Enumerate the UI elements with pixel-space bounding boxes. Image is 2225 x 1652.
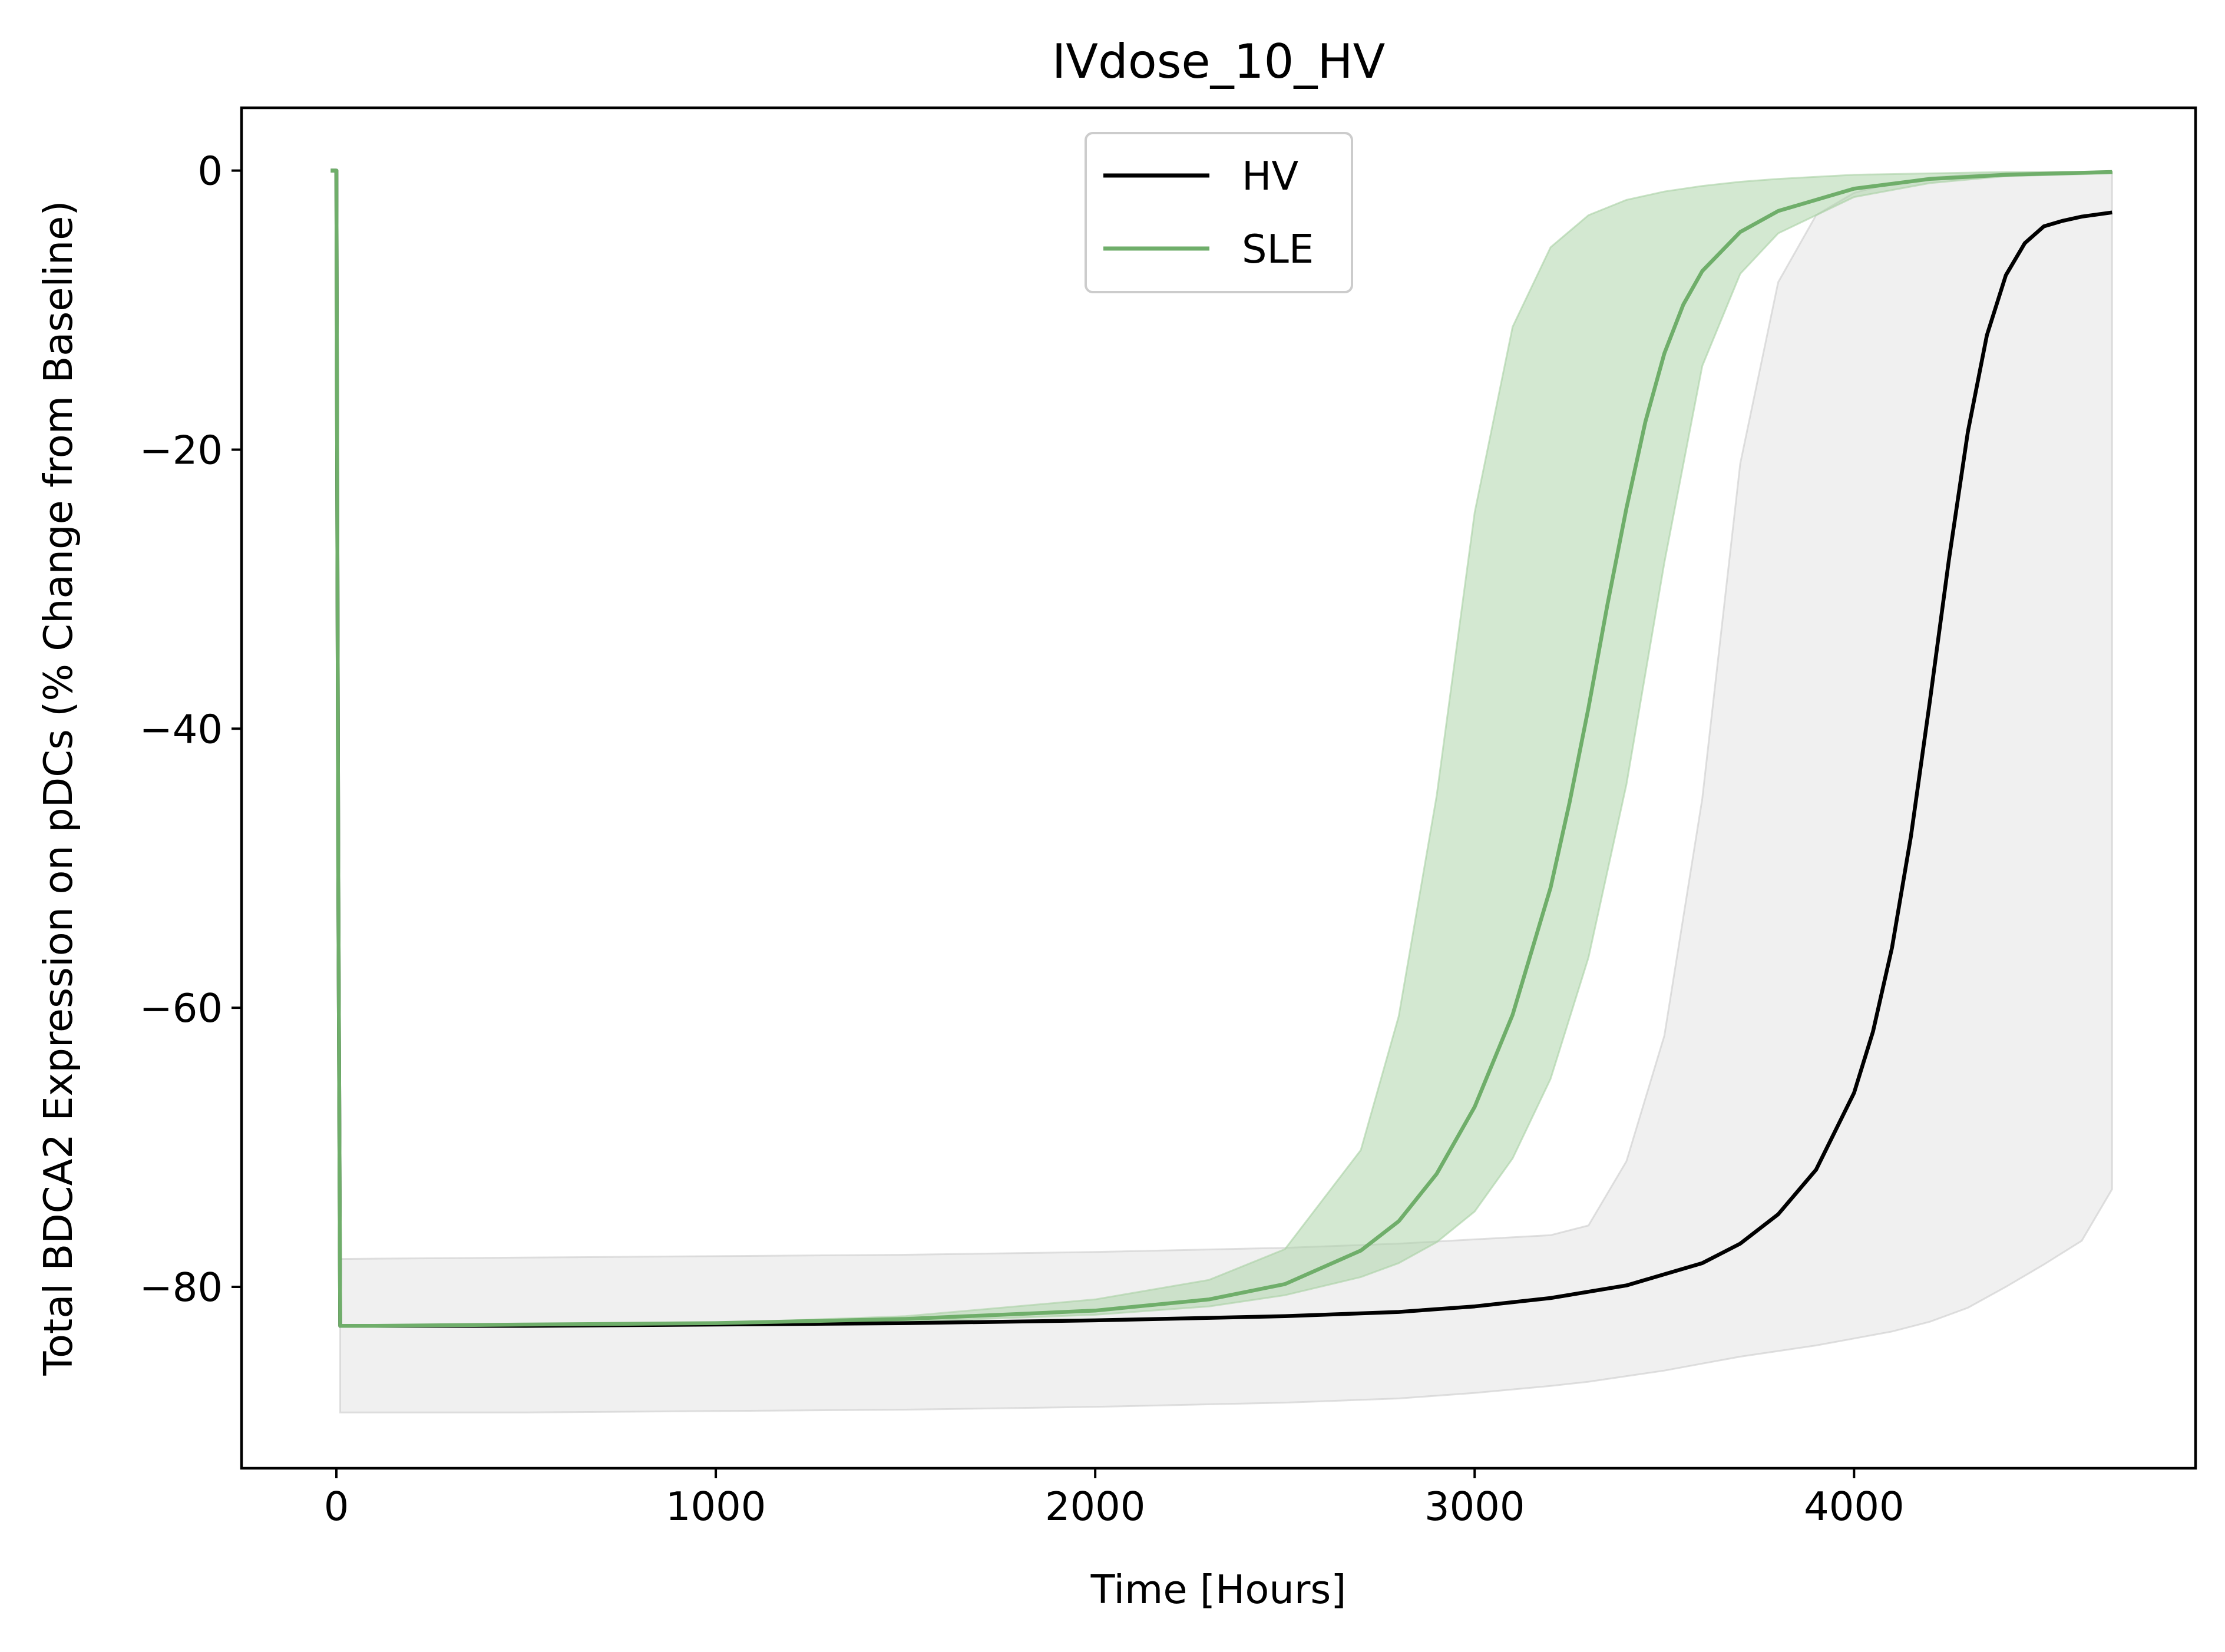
y-axis-ticks: 0 −20 −40 −60 −80 [140, 148, 242, 1310]
series-lines [330, 168, 2112, 1328]
legend-label-sle: SLE [1242, 226, 1314, 272]
x-axis-ticks: 0 1000 2000 3000 4000 [324, 1468, 1905, 1529]
y-tick-label: −60 [140, 985, 223, 1031]
x-tick-label: 2000 [1045, 1484, 1146, 1529]
x-axis-label: Time [Hours] [1090, 1567, 1347, 1613]
x-tick-label: 1000 [666, 1484, 766, 1529]
y-tick-label: −40 [140, 706, 223, 752]
band-hv [339, 171, 2113, 1413]
y-tick-label: 0 [197, 148, 223, 194]
legend: HV SLE [1085, 132, 1353, 293]
chart-title: IVdose_10_HV [1052, 34, 1386, 89]
x-tick-label: 4000 [1804, 1484, 1905, 1529]
y-tick-label: −20 [140, 427, 223, 473]
legend-box [1085, 132, 1353, 293]
y-tick-label: −80 [140, 1264, 223, 1310]
legend-label-hv: HV [1242, 153, 1298, 199]
x-tick-label: 3000 [1424, 1484, 1525, 1529]
plot-frame [240, 106, 2197, 1470]
x-tick-label: 0 [324, 1484, 349, 1529]
y-axis-label: Total BDCA2 Expression on pDCs (% Change… [35, 200, 81, 1376]
line-sle [330, 168, 2112, 1328]
